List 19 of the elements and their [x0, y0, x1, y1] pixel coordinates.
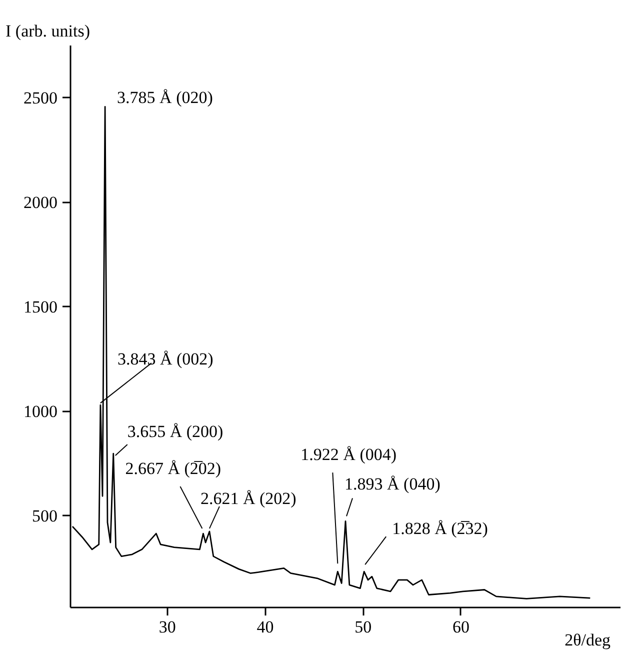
- annotation: 2.667 Å (2̅02): [125, 459, 222, 478]
- annotation: 1.828 Å (2̅32): [392, 519, 488, 538]
- y-tick-label: 1000: [24, 402, 58, 422]
- y-tick-label: 1500: [24, 298, 58, 317]
- x-tick-label: 40: [256, 618, 274, 636]
- x-tick-label: 30: [158, 618, 176, 636]
- annotation: 1.922 Å (004): [300, 445, 397, 464]
- annotation: 3.843 Å (002): [117, 350, 214, 369]
- y-tick-label: 2500: [24, 88, 58, 108]
- y-tick-label: 500: [32, 506, 58, 526]
- annotation: 3.655 Å (200): [127, 422, 224, 442]
- annotation: 3.785 Å (020): [117, 88, 213, 108]
- x-tick-label: 50: [354, 618, 372, 636]
- x-axis-title: 2θ/deg: [564, 630, 611, 650]
- y-tick-label: 2000: [24, 193, 58, 212]
- y-axis-title: I (arb. units): [6, 22, 90, 40]
- annotation: 1.893 Å (040): [344, 474, 440, 494]
- annotation: 2.621 Å (202): [200, 488, 296, 508]
- x-tick-label: 60: [452, 618, 470, 636]
